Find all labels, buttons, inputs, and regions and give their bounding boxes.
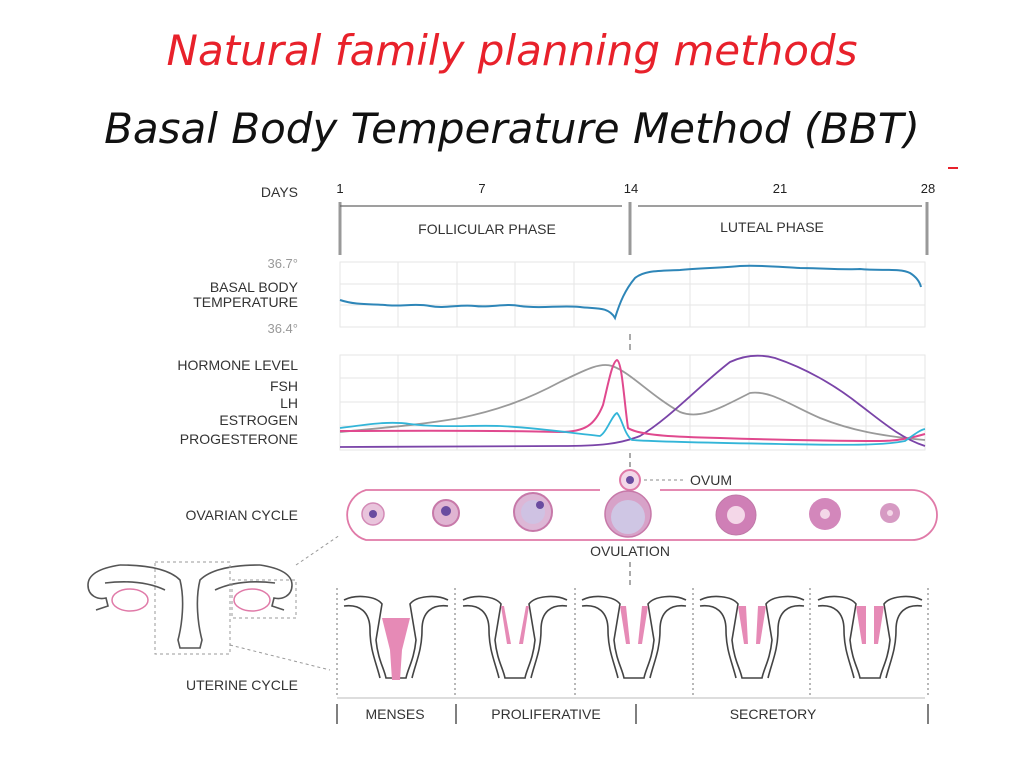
uterus-zoom-box (154, 561, 231, 655)
zoom-line-top (295, 534, 341, 566)
fsh-curve (339, 411, 926, 446)
ovum-label: OVUM (690, 472, 732, 488)
day-7: 7 (478, 181, 485, 196)
hormone-grid (339, 354, 926, 451)
ovulation-label: OVULATION (590, 543, 670, 559)
uterus-overview-illustration (87, 564, 293, 649)
day-21: 21 (773, 181, 787, 196)
progesterone-label: PROGESTERONE (180, 431, 298, 447)
menses-label: MENSES (365, 706, 424, 722)
bbt-curve (339, 264, 922, 321)
bbt-grid (339, 261, 926, 328)
slide-title: Natural family planning methods (166, 26, 858, 75)
bbt-low-label: 36.4° (267, 321, 298, 336)
uterine-cycle-label: UTERINE CYCLE (186, 677, 298, 693)
follicular-phase-label: FOLLICULAR PHASE (418, 221, 556, 237)
bbt-high-label: 36.7° (267, 256, 298, 271)
left-ovary-zoom-box (231, 579, 297, 619)
ovary-outline (346, 489, 938, 541)
uterus-menses-icon (343, 595, 449, 680)
ovarian-cycle-label: OVARIAN CYCLE (185, 507, 298, 523)
hormone-level-label: HORMONE LEVEL (177, 357, 298, 373)
bbt-label-line2: TEMPERATURE (193, 294, 298, 310)
fsh-label: FSH (270, 378, 298, 394)
slide-subtitle: Basal Body Temperature Method (BBT) (104, 104, 920, 153)
day-1: 1 (336, 181, 343, 196)
uterus-secretory-icon (699, 595, 805, 679)
luteal-phase-label: LUTEAL PHASE (720, 219, 824, 235)
uterus-late-secretory-icon (817, 595, 923, 679)
ovum-nucleus-icon (626, 476, 634, 484)
uterus-early-proliferative-icon (462, 595, 568, 679)
follicle-stages (361, 490, 900, 538)
days-label: DAYS (261, 184, 298, 200)
day-14: 14 (624, 181, 638, 196)
lh-label: LH (280, 395, 298, 411)
uterus-late-proliferative-icon (581, 595, 687, 679)
estrogen-label: ESTROGEN (219, 412, 298, 428)
left-ovary-icon (111, 588, 149, 612)
right-ovary-icon (233, 588, 271, 612)
lh-curve (339, 358, 926, 443)
progesterone-curve (339, 354, 926, 448)
secretory-label: SECRETORY (730, 706, 817, 722)
uterine-phase-dividers (336, 704, 929, 724)
day-28: 28 (921, 181, 935, 196)
uterine-panel-borders (336, 588, 929, 695)
proliferative-label: PROLIFERATIVE (491, 706, 600, 722)
bbt-label-line1: BASAL BODY (210, 279, 299, 295)
zoom-line-bottom (229, 644, 331, 671)
phase-brackets (338, 202, 929, 255)
estrogen-curve (339, 364, 926, 441)
uterine-stage-illustrations (343, 595, 923, 680)
